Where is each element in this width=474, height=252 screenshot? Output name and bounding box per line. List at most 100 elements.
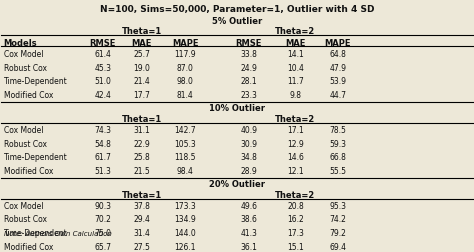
Text: 105.3: 105.3 <box>174 139 196 148</box>
Text: 144.0: 144.0 <box>174 228 196 237</box>
Text: Time-Dependent: Time-Dependent <box>4 228 67 237</box>
Text: Theta=1: Theta=1 <box>122 27 162 36</box>
Text: 44.7: 44.7 <box>329 91 346 100</box>
Text: 16.2: 16.2 <box>287 215 304 224</box>
Text: Robust Cox: Robust Cox <box>4 63 47 72</box>
Text: Theta=1: Theta=1 <box>122 114 162 123</box>
Text: Robust Cox: Robust Cox <box>4 139 47 148</box>
Text: 51.0: 51.0 <box>94 77 111 86</box>
Text: 28.1: 28.1 <box>240 77 257 86</box>
Text: 27.5: 27.5 <box>133 242 150 251</box>
Text: Modified Cox: Modified Cox <box>4 91 53 100</box>
Text: 12.9: 12.9 <box>287 139 304 148</box>
Text: 98.0: 98.0 <box>177 77 193 86</box>
Text: 134.9: 134.9 <box>174 215 196 224</box>
Text: 31.4: 31.4 <box>133 228 150 237</box>
Text: 41.3: 41.3 <box>240 228 257 237</box>
Text: 24.9: 24.9 <box>240 63 257 72</box>
Text: 61.4: 61.4 <box>94 50 111 59</box>
Text: 90.3: 90.3 <box>94 201 111 210</box>
Text: 47.9: 47.9 <box>329 63 346 72</box>
Text: 75.0: 75.0 <box>94 228 111 237</box>
Text: 29.4: 29.4 <box>133 215 150 224</box>
Text: 28.9: 28.9 <box>240 166 257 175</box>
Text: MAPE: MAPE <box>325 39 351 47</box>
Text: 87.0: 87.0 <box>177 63 193 72</box>
Text: 20% Outlier: 20% Outlier <box>209 179 265 188</box>
Text: 17.7: 17.7 <box>133 91 150 100</box>
Text: RMSE: RMSE <box>90 39 116 47</box>
Text: MAE: MAE <box>132 39 152 47</box>
Text: 51.3: 51.3 <box>94 166 111 175</box>
Text: 23.3: 23.3 <box>240 91 257 100</box>
Text: 98.4: 98.4 <box>177 166 193 175</box>
Text: 37.8: 37.8 <box>133 201 150 210</box>
Text: 42.4: 42.4 <box>94 91 111 100</box>
Text: 20.8: 20.8 <box>287 201 304 210</box>
Text: 17.1: 17.1 <box>287 125 304 134</box>
Text: 53.9: 53.9 <box>329 77 346 86</box>
Text: 34.8: 34.8 <box>240 153 257 162</box>
Text: 66.8: 66.8 <box>329 153 346 162</box>
Text: Theta=1: Theta=1 <box>122 190 162 199</box>
Text: 55.5: 55.5 <box>329 166 346 175</box>
Text: 70.2: 70.2 <box>94 215 111 224</box>
Text: 17.3: 17.3 <box>287 228 304 237</box>
Text: Cox Model: Cox Model <box>4 50 43 59</box>
Text: 81.4: 81.4 <box>177 91 193 100</box>
Text: N=100, Sims=50,000, Parameter=1, Outlier with 4 SD: N=100, Sims=50,000, Parameter=1, Outlier… <box>100 5 374 14</box>
Text: 69.4: 69.4 <box>329 242 346 251</box>
Text: Time-Dependent: Time-Dependent <box>4 77 67 86</box>
Text: Cox Model: Cox Model <box>4 125 43 134</box>
Text: 10% Outlier: 10% Outlier <box>209 104 265 113</box>
Text: 9.8: 9.8 <box>290 91 301 100</box>
Text: 30.9: 30.9 <box>240 139 257 148</box>
Text: 78.5: 78.5 <box>329 125 346 134</box>
Text: 118.5: 118.5 <box>174 153 196 162</box>
Text: Theta=2: Theta=2 <box>275 190 316 199</box>
Text: 25.7: 25.7 <box>133 50 150 59</box>
Text: 38.6: 38.6 <box>240 215 257 224</box>
Text: 61.7: 61.7 <box>94 153 111 162</box>
Text: Models: Models <box>4 39 37 47</box>
Text: RMSE: RMSE <box>236 39 262 47</box>
Text: 74.3: 74.3 <box>94 125 111 134</box>
Text: 5% Outlier: 5% Outlier <box>212 17 262 26</box>
Text: Time-Dependent: Time-Dependent <box>4 153 67 162</box>
Text: 25.8: 25.8 <box>134 153 150 162</box>
Text: 54.8: 54.8 <box>94 139 111 148</box>
Text: Theta=2: Theta=2 <box>275 114 316 123</box>
Text: 74.2: 74.2 <box>329 215 346 224</box>
Text: 117.9: 117.9 <box>174 50 196 59</box>
Text: 14.6: 14.6 <box>287 153 304 162</box>
Text: 21.4: 21.4 <box>134 77 150 86</box>
Text: 59.3: 59.3 <box>329 139 346 148</box>
Text: 33.8: 33.8 <box>240 50 257 59</box>
Text: Modified Cox: Modified Cox <box>4 242 53 251</box>
Text: Robust Cox: Robust Cox <box>4 215 47 224</box>
Text: 11.7: 11.7 <box>287 77 304 86</box>
Text: 10.4: 10.4 <box>287 63 304 72</box>
Text: 65.7: 65.7 <box>94 242 111 251</box>
Text: 64.8: 64.8 <box>329 50 346 59</box>
Text: 40.9: 40.9 <box>240 125 257 134</box>
Text: 45.3: 45.3 <box>94 63 111 72</box>
Text: 19.0: 19.0 <box>133 63 150 72</box>
Text: 79.2: 79.2 <box>329 228 346 237</box>
Text: 31.1: 31.1 <box>134 125 150 134</box>
Text: 95.3: 95.3 <box>329 201 346 210</box>
Text: 173.3: 173.3 <box>174 201 196 210</box>
Text: MAE: MAE <box>285 39 306 47</box>
Text: Cox Model: Cox Model <box>4 201 43 210</box>
Text: Theta=2: Theta=2 <box>275 27 316 36</box>
Text: 22.9: 22.9 <box>134 139 150 148</box>
Text: 15.1: 15.1 <box>287 242 304 251</box>
Text: 21.5: 21.5 <box>134 166 150 175</box>
Text: 12.1: 12.1 <box>287 166 304 175</box>
Text: 126.1: 126.1 <box>174 242 196 251</box>
Text: MAPE: MAPE <box>172 39 199 47</box>
Text: 36.1: 36.1 <box>240 242 257 251</box>
Text: Modified Cox: Modified Cox <box>4 166 53 175</box>
Text: 142.7: 142.7 <box>174 125 196 134</box>
Text: 49.6: 49.6 <box>240 201 257 210</box>
